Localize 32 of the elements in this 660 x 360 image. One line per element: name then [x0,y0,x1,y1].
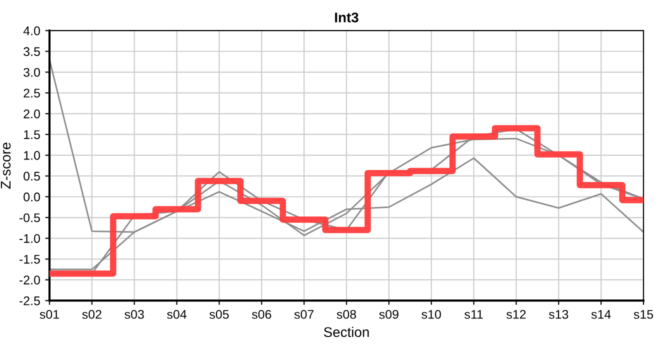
x-tick-label: s05 [209,310,229,319]
x-axis-title: Section [324,326,369,338]
y-axis-title: Z-score [0,142,11,189]
y-tick-label: 1.0 [24,151,40,160]
y-tick-label: -0.5 [19,213,40,222]
y-tick-label: 3.0 [24,68,40,77]
y-tick-label: 2.5 [24,88,40,98]
x-tick-label: s02 [82,310,102,319]
x-tick-label: s03 [124,310,144,319]
x-tick-label: s09 [379,310,398,319]
x-tick-label: s14 [591,310,611,319]
x-tick-label: s08 [336,310,356,319]
y-tick-label: -2.5 [19,296,40,306]
chart-title: Int3 [335,12,358,22]
x-tick-label: s04 [167,310,186,319]
x-tick-label: s06 [252,310,272,319]
y-tick-label: 0.0 [24,192,40,202]
x-tick-label: s12 [506,310,526,319]
x-tick-label: s11 [464,310,483,319]
x-tick-label: s01 [40,310,59,319]
x-tick-label: s10 [422,310,441,319]
y-tick-label: -2.0 [19,276,40,284]
y-tick-label: -1.5 [19,254,40,264]
x-tick-label: s13 [548,310,568,319]
x-tick-label: s07 [294,310,314,319]
y-tick-label: 1.5 [24,130,40,140]
y-tick-label: -1.0 [19,234,40,243]
x-tick-label: s15 [634,310,654,319]
y-tick-label: 2.0 [24,109,40,118]
y-tick-label: 4.0 [23,26,40,36]
y-tick-label: 3.5 [24,47,40,56]
y-tick-label: 0.5 [24,172,40,181]
